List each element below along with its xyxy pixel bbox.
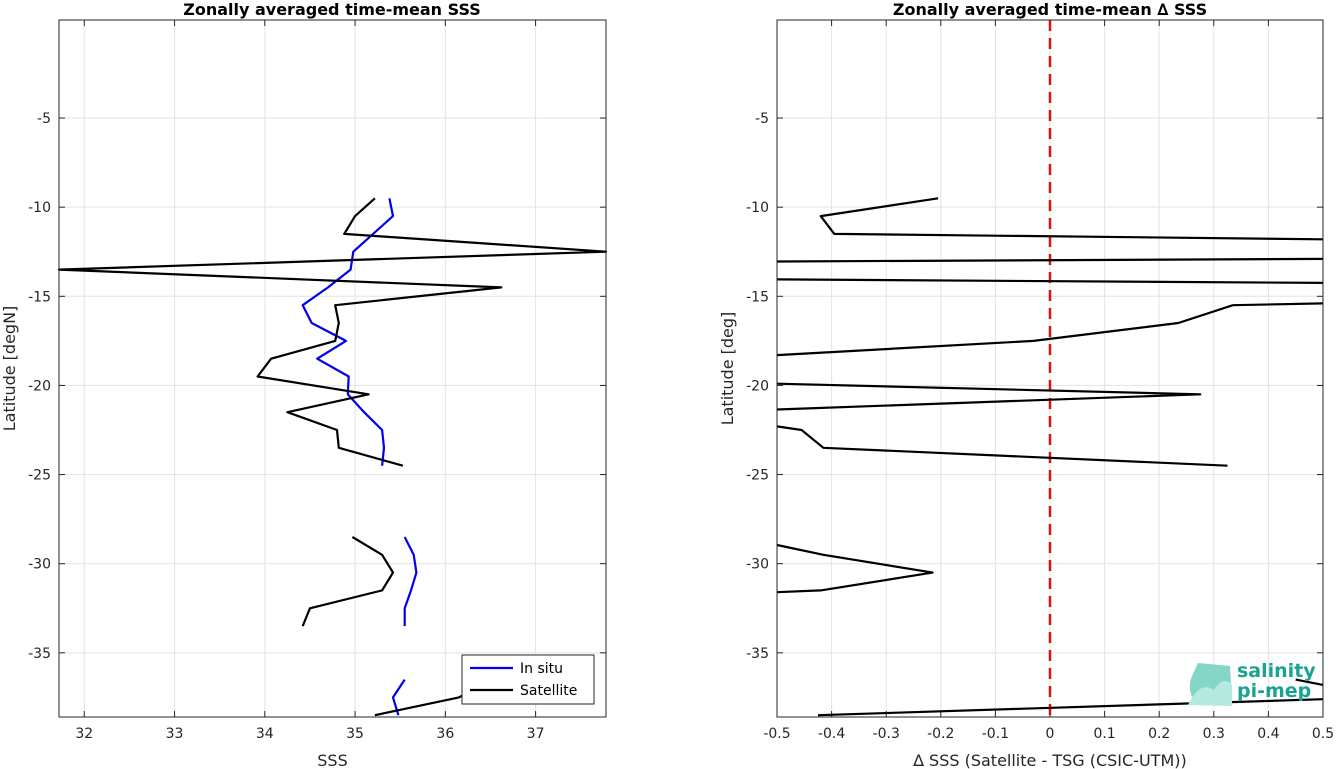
- y-tick-label: -10: [746, 200, 769, 216]
- series-line-delta-seg2: [776, 278, 1324, 284]
- y-axis-label: Latitude [degN]: [0, 306, 19, 432]
- legend-label-0: In situ: [520, 661, 563, 677]
- x-tick-label: -0.5: [763, 726, 790, 742]
- legend: In situ Satellite: [461, 654, 595, 705]
- y-tick-label: -10: [28, 200, 51, 216]
- x-tick-label: 36: [436, 726, 454, 742]
- x-tick-label: 0.2: [1148, 726, 1170, 742]
- plot-frame: [776, 19, 1324, 718]
- series-line-delta-seg1: [776, 257, 1324, 263]
- series-line-delta-seg3: [776, 302, 1324, 357]
- x-tick-label: 34: [256, 726, 274, 742]
- y-tick-label: -20: [28, 378, 51, 394]
- y-tick-label: -30: [746, 557, 769, 573]
- x-tick-label: -0.2: [927, 726, 954, 742]
- logo-line2: pi-mep: [1237, 680, 1311, 702]
- x-tick-label: 0.1: [1093, 726, 1115, 742]
- series-line-satellite-seg1: [301, 536, 395, 627]
- sss-panel: 32 33 34 35 36 37 -35 -30 -25 -20 -15 -10 -5 Zonally …: [0, 0, 608, 769]
- x-tick-label: 0.4: [1257, 726, 1279, 742]
- series-line-delta-seg8: [817, 698, 1324, 717]
- x-tick-label: -0.1: [982, 726, 1009, 742]
- series-line-in-situ-seg0: [301, 198, 395, 466]
- series-line-delta-seg7: [1295, 678, 1324, 686]
- y-tick-label: -30: [28, 557, 51, 573]
- x-tick-label: 0.3: [1203, 726, 1225, 742]
- series-line-in-situ-seg2: [391, 678, 406, 716]
- logo-line1: salinity: [1237, 660, 1316, 682]
- series-line-delta-seg6: [776, 543, 934, 594]
- y-tick-label: -35: [746, 646, 769, 662]
- y-tick-label: -35: [28, 646, 51, 662]
- x-tick-label: 35: [346, 726, 364, 742]
- y-tick-label: -25: [746, 468, 769, 484]
- chart-title: Zonally averaged time-mean ∆ SSS: [893, 0, 1207, 19]
- logo-wave-front-icon: [1188, 681, 1232, 706]
- series-line-satellite-seg0: [57, 197, 608, 467]
- series-line-delta-seg0: [819, 197, 1324, 241]
- series-line-delta-seg5: [776, 425, 1228, 467]
- x-tick-label: 0.5: [1312, 726, 1334, 742]
- series-line-delta-seg4: [776, 382, 1202, 411]
- y-tick-label: -15: [746, 289, 769, 305]
- salinity-pi-mep-logo: salinity pi-mep: [1188, 660, 1316, 706]
- x-tick-label: 0: [1046, 726, 1055, 742]
- legend-label-1: Satellite: [520, 683, 577, 699]
- legend-box: [461, 654, 595, 705]
- y-tick-label: -5: [755, 111, 769, 127]
- plot-frame: [58, 19, 607, 718]
- x-tick-label: 33: [166, 726, 184, 742]
- y-tick-label: -25: [28, 468, 51, 484]
- delta-sss-panel: -0.5 -0.4 -0.3 -0.2 -0.1 0 0.1 0.2 0.3 0.4 0.5 -35 -…: [718, 0, 1334, 769]
- x-tick-label: 32: [75, 726, 93, 742]
- y-tick-label: -20: [746, 378, 769, 394]
- x-axis-label: ∆ SSS (Satellite - TSG (CSIC-UTM)): [912, 751, 1186, 769]
- y-tick-label: -15: [28, 289, 51, 305]
- chart-title: Zonally averaged time-mean SSS: [183, 0, 481, 19]
- series-line-in-situ-seg1: [403, 536, 418, 627]
- x-tick-label: -0.4: [818, 726, 845, 742]
- x-axis-label: SSS: [317, 751, 347, 769]
- x-tick-label: -0.3: [873, 726, 900, 742]
- y-axis-label: Latitude [deg]: [718, 312, 737, 426]
- x-tick-label: 37: [527, 726, 545, 742]
- y-tick-label: -5: [37, 111, 51, 127]
